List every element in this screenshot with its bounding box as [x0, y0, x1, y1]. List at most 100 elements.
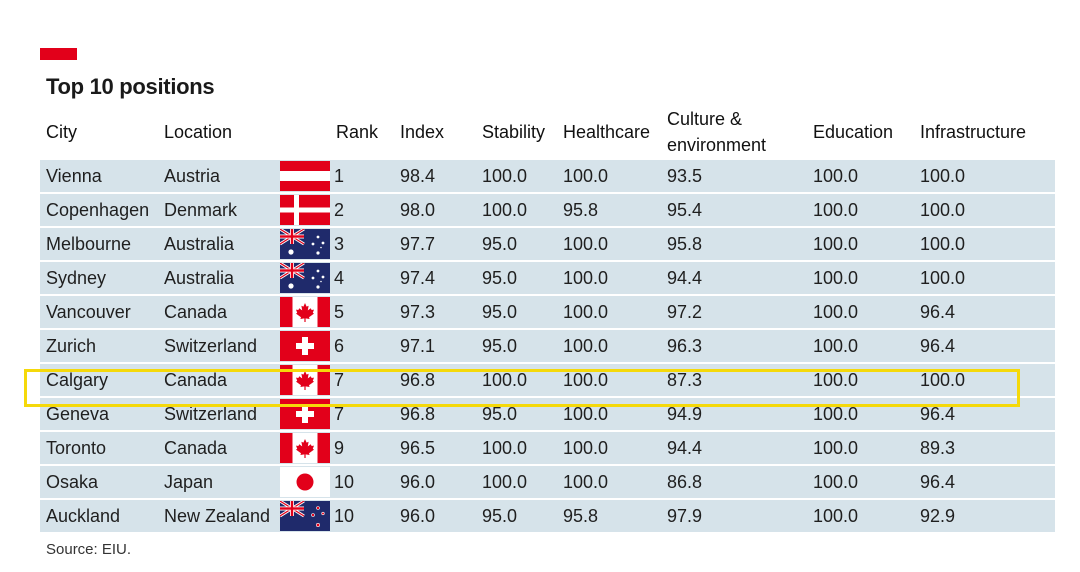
cell-stability: 95.0: [476, 398, 557, 432]
cell-index: 97.3: [394, 296, 476, 330]
cell-city: Copenhagen: [40, 194, 158, 228]
cell-city: Geneva: [40, 398, 158, 432]
header-index: Index: [400, 122, 445, 142]
cell-location: Austria: [158, 160, 276, 194]
flag-cell: [276, 194, 330, 228]
cell-rank: 10: [330, 500, 394, 534]
cell-location: Canada: [158, 296, 276, 330]
cell-stability: 95.0: [476, 262, 557, 296]
cell-healthcare: 100.0: [557, 364, 661, 398]
flag-cell: [276, 330, 330, 364]
cell-rank: 4: [330, 262, 394, 296]
flag-cell: [276, 364, 330, 398]
cell-healthcare: 100.0: [557, 330, 661, 364]
cell-stability: 95.0: [476, 330, 557, 364]
cell-location: Switzerland: [158, 398, 276, 432]
cell-city: Toronto: [40, 432, 158, 466]
cell-index: 96.0: [394, 500, 476, 534]
cell-infrastructure: 96.4: [914, 466, 1055, 500]
header-flag: [276, 104, 330, 160]
cell-education: 100.0: [807, 330, 914, 364]
cell-education: 100.0: [807, 160, 914, 194]
cell-index: 98.0: [394, 194, 476, 228]
cell-culture: 87.3: [661, 364, 807, 398]
cell-culture: 93.5: [661, 160, 807, 194]
austria-flag-icon: [280, 161, 330, 191]
cell-city: Sydney: [40, 262, 158, 296]
cell-infrastructure: 96.4: [914, 398, 1055, 432]
cell-rank: 1: [330, 160, 394, 194]
cell-stability: 95.0: [476, 296, 557, 330]
header-stability: Stability: [482, 122, 546, 142]
canada-flag-icon: [280, 297, 330, 327]
flag-cell: [276, 466, 330, 500]
source-note: Source: EIU.: [46, 541, 132, 558]
table-row: Sydney Australia 4 97.4 95.0 100.0 94.4 100.0 10…: [40, 262, 1055, 296]
cell-rank: 3: [330, 228, 394, 262]
cell-infrastructure: 96.4: [914, 296, 1055, 330]
header-row: City Location Rank Index Stability Healt…: [40, 104, 1055, 160]
cell-healthcare: 95.8: [557, 194, 661, 228]
cell-infrastructure: 89.3: [914, 432, 1055, 466]
cell-location: New Zealand: [158, 500, 276, 534]
cell-culture: 97.2: [661, 296, 807, 330]
table-title: Top 10 positions: [46, 74, 215, 99]
flag-cell: [276, 296, 330, 330]
cell-healthcare: 95.8: [557, 500, 661, 534]
cell-index: 97.4: [394, 262, 476, 296]
cell-healthcare: 100.0: [557, 398, 661, 432]
cell-healthcare: 100.0: [557, 432, 661, 466]
cell-index: 98.4: [394, 160, 476, 194]
cell-culture: 94.4: [661, 432, 807, 466]
cell-infrastructure: 92.9: [914, 500, 1055, 534]
cell-education: 100.0: [807, 466, 914, 500]
cell-healthcare: 100.0: [557, 262, 661, 296]
cell-rank: 7: [330, 364, 394, 398]
cell-location: Denmark: [158, 194, 276, 228]
header-culture-label: Culture & environment: [667, 109, 767, 155]
cell-index: 96.8: [394, 398, 476, 432]
cell-healthcare: 100.0: [557, 296, 661, 330]
header-rank: Rank: [336, 122, 379, 142]
denmark-flag-icon: [280, 195, 330, 225]
cell-healthcare: 100.0: [557, 228, 661, 262]
flag-cell: [276, 398, 330, 432]
cell-location: Canada: [158, 364, 276, 398]
cell-education: 100.0: [807, 364, 914, 398]
flag-cell: [276, 228, 330, 262]
cell-infrastructure: 100.0: [914, 228, 1055, 262]
header-infrastructure: Infrastructure: [920, 122, 1027, 142]
flag-cell: [276, 262, 330, 296]
table-row: Vienna Austria 1 98.4 100.0 100.0 93.5 100.0 100…: [40, 160, 1055, 194]
cell-index: 96.8: [394, 364, 476, 398]
table-row: Copenhagen Denmark 2 98.0 100.0 95.8 95.4 100.0…: [40, 194, 1055, 228]
cell-index: 96.5: [394, 432, 476, 466]
cell-education: 100.0: [807, 262, 914, 296]
cell-culture: 94.9: [661, 398, 807, 432]
cell-education: 100.0: [807, 500, 914, 534]
cell-culture: 94.4: [661, 262, 807, 296]
cell-healthcare: 100.0: [557, 466, 661, 500]
cell-location: Japan: [158, 466, 276, 500]
cell-location: Switzerland: [158, 330, 276, 364]
cell-stability: 95.0: [476, 228, 557, 262]
cell-city: Zurich: [40, 330, 158, 364]
cell-rank: 6: [330, 330, 394, 364]
cell-stability: 100.0: [476, 432, 557, 466]
switzerland-flag-icon: [280, 399, 330, 429]
cell-rank: 10: [330, 466, 394, 500]
cell-city: Vienna: [40, 160, 158, 194]
header-location: Location: [164, 122, 233, 142]
cell-rank: 9: [330, 432, 394, 466]
cell-city: Vancouver: [40, 296, 158, 330]
cell-rank: 7: [330, 398, 394, 432]
cell-infrastructure: 96.4: [914, 330, 1055, 364]
rankings-table: City Location Rank Index Stability Healt…: [40, 104, 1055, 534]
cell-rank: 5: [330, 296, 394, 330]
cell-education: 100.0: [807, 296, 914, 330]
cell-location: Australia: [158, 228, 276, 262]
table-row: Melbourne Australia 3 97.7 95.0 100.0 95.8 100.…: [40, 228, 1055, 262]
table-row-highlighted: Calgary Canada 7 96.8 100.0 100.0 87.3 100.0 100…: [40, 364, 1055, 398]
header-culture: Culture & environment: [661, 104, 807, 160]
cell-culture: 97.9: [661, 500, 807, 534]
